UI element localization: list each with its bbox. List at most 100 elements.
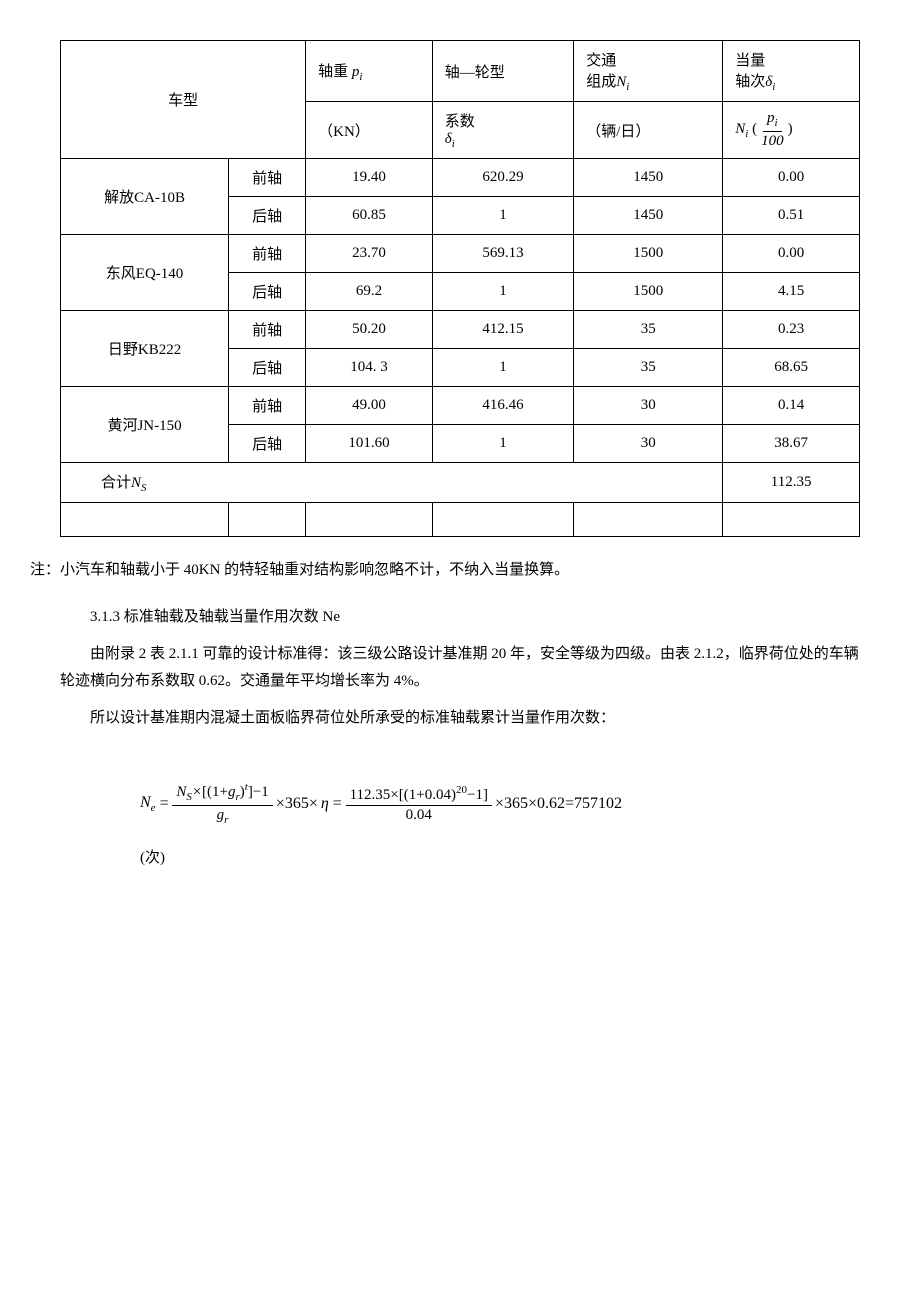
coef-cell: 412.15 [432,311,574,349]
weight-cell: 101.60 [306,425,433,463]
total-label-cell: 合计NS [61,463,723,503]
weight-cell: 49.00 [306,387,433,425]
coef-cell: 620.29 [432,159,574,197]
weight-cell: 69.2 [306,273,433,311]
eq-sign: = [159,795,170,813]
coef-cell: 1 [432,425,574,463]
total-label-text: 合计 [101,475,131,491]
axle-label: 后轴 [229,197,306,235]
frac2-den: 0.04 [402,806,436,823]
empty-cell [229,503,306,537]
header-traffic-unit: （辆/日） [574,102,723,159]
vehicle-name: 日野KB222 [61,311,229,387]
label-equiv: 轴次 [735,74,765,90]
empty-cell [432,503,574,537]
traffic-cell: 1450 [574,197,723,235]
table-row: 黄河JN-150 前轴 49.00 416.46 30 0.14 [61,387,860,425]
label-traffic: 组成 [586,74,616,90]
coef-cell: 569.13 [432,235,574,273]
paragraph-2: 所以设计基准期内混凝土面板临界荷位处所承受的标准轴载累计当量作用次数： [60,705,860,732]
frac-1: NS×[(1+gr)t]−1 gr [172,782,272,826]
traffic-cell: 35 [574,311,723,349]
empty-row [61,503,860,537]
equiv-cell: 0.00 [723,235,860,273]
traffic-cell: 1450 [574,159,723,197]
axle-label: 后轴 [229,349,306,387]
header-coef-top: 轴—轮型 [432,41,574,102]
weight-cell: 104. 3 [306,349,433,387]
traffic-cell: 1500 [574,235,723,273]
var-p: pi [352,64,363,80]
weight-cell: 60.85 [306,197,433,235]
equiv-cell: 68.65 [723,349,860,387]
label-coef: 系数 [445,114,475,130]
empty-cell [574,503,723,537]
coef-cell: 416.46 [432,387,574,425]
header-vehicle: 车型 [61,41,306,159]
axle-label: 前轴 [229,311,306,349]
equiv-cell: 0.14 [723,387,860,425]
traffic-cell: 1500 [574,273,723,311]
formula-ni: Ni (pi100) [735,121,792,137]
equiv-cell: 0.51 [723,197,860,235]
eq-sign-2: = [332,795,343,813]
unit-label: (次) [140,846,860,867]
label-equiv-top: 当量 [735,53,765,69]
vehicle-name: 黄河JN-150 [61,387,229,463]
traffic-cell: 30 [574,387,723,425]
equiv-cell: 4.15 [723,273,860,311]
weight-cell: 19.40 [306,159,433,197]
frac2-num: 112.35×[(1+0.04)20−1] [346,785,492,806]
header-coef-label: 系数 δi [432,102,574,159]
header-equiv-top: 当量 轴次δi [723,41,860,102]
axle-label: 前轴 [229,159,306,197]
traffic-cell: 35 [574,349,723,387]
var-ne: Ne [140,794,156,814]
label-coef-top: 轴—轮型 [445,65,505,81]
var-ns: NS [131,475,147,491]
label-traffic-top: 交通 [586,53,616,69]
formula-ne: Ne = NS×[(1+gr)t]−1 gr ×365× η = 112.35×… [140,782,860,826]
times-365: ×365× [276,795,318,813]
total-row: 合计NS 112.35 [61,463,860,503]
coef-cell: 1 [432,349,574,387]
empty-cell [61,503,229,537]
vehicle-name: 东风EQ-140 [61,235,229,311]
empty-cell [306,503,433,537]
frac-2: 112.35×[(1+0.04)20−1] 0.04 [346,785,492,823]
frac1-num: NS×[(1+gr)t]−1 [172,782,272,806]
axle-load-table: 车型 轴重 pi 轴—轮型 交通 组成Ni 当量 轴次δi （KN） 系数 δi… [60,40,860,537]
header-weight-top: 轴重 pi [306,41,433,102]
axle-label: 前轴 [229,235,306,273]
header-equiv-formula: Ni (pi100) [723,102,860,159]
equiv-cell: 0.00 [723,159,860,197]
weight-cell: 50.20 [306,311,433,349]
section-title: 3.1.3 标准轴载及轴载当量作用次数 Ne [60,604,860,631]
weight-cell: 23.70 [306,235,433,273]
traffic-cell: 30 [574,425,723,463]
table-row: 日野KB222 前轴 50.20 412.15 35 0.23 [61,311,860,349]
note-text: 注：小汽车和轴载小于 40KN 的特轻轴重对结构影响忽略不计，不纳入当量换算。 [60,557,860,584]
label-weight: 轴重 [318,64,348,80]
vehicle-name: 解放CA-10B [61,159,229,235]
frac1-den: gr [213,806,233,826]
coef-cell: 1 [432,273,574,311]
var-delta: δi [765,74,775,90]
table-row: 东风EQ-140 前轴 23.70 569.13 1500 0.00 [61,235,860,273]
axle-label: 后轴 [229,273,306,311]
table-row: 解放CA-10B 前轴 19.40 620.29 1450 0.00 [61,159,860,197]
paragraph-1: 由附录 2 表 2.1.1 可靠的设计标准得：该三级公路设计基准期 20 年，安… [60,641,860,695]
header-traffic-top: 交通 组成Ni [574,41,723,102]
var-eta: η [321,795,329,813]
var-delta-i: δi [445,131,455,147]
coef-cell: 1 [432,197,574,235]
equiv-cell: 0.23 [723,311,860,349]
header-weight-unit: （KN） [306,102,433,159]
equiv-cell: 38.67 [723,425,860,463]
total-value: 112.35 [723,463,860,503]
axle-label: 前轴 [229,387,306,425]
var-ni: Ni [616,74,629,90]
empty-cell [723,503,860,537]
axle-label: 后轴 [229,425,306,463]
tail: ×365×0.62=757102 [495,795,622,813]
